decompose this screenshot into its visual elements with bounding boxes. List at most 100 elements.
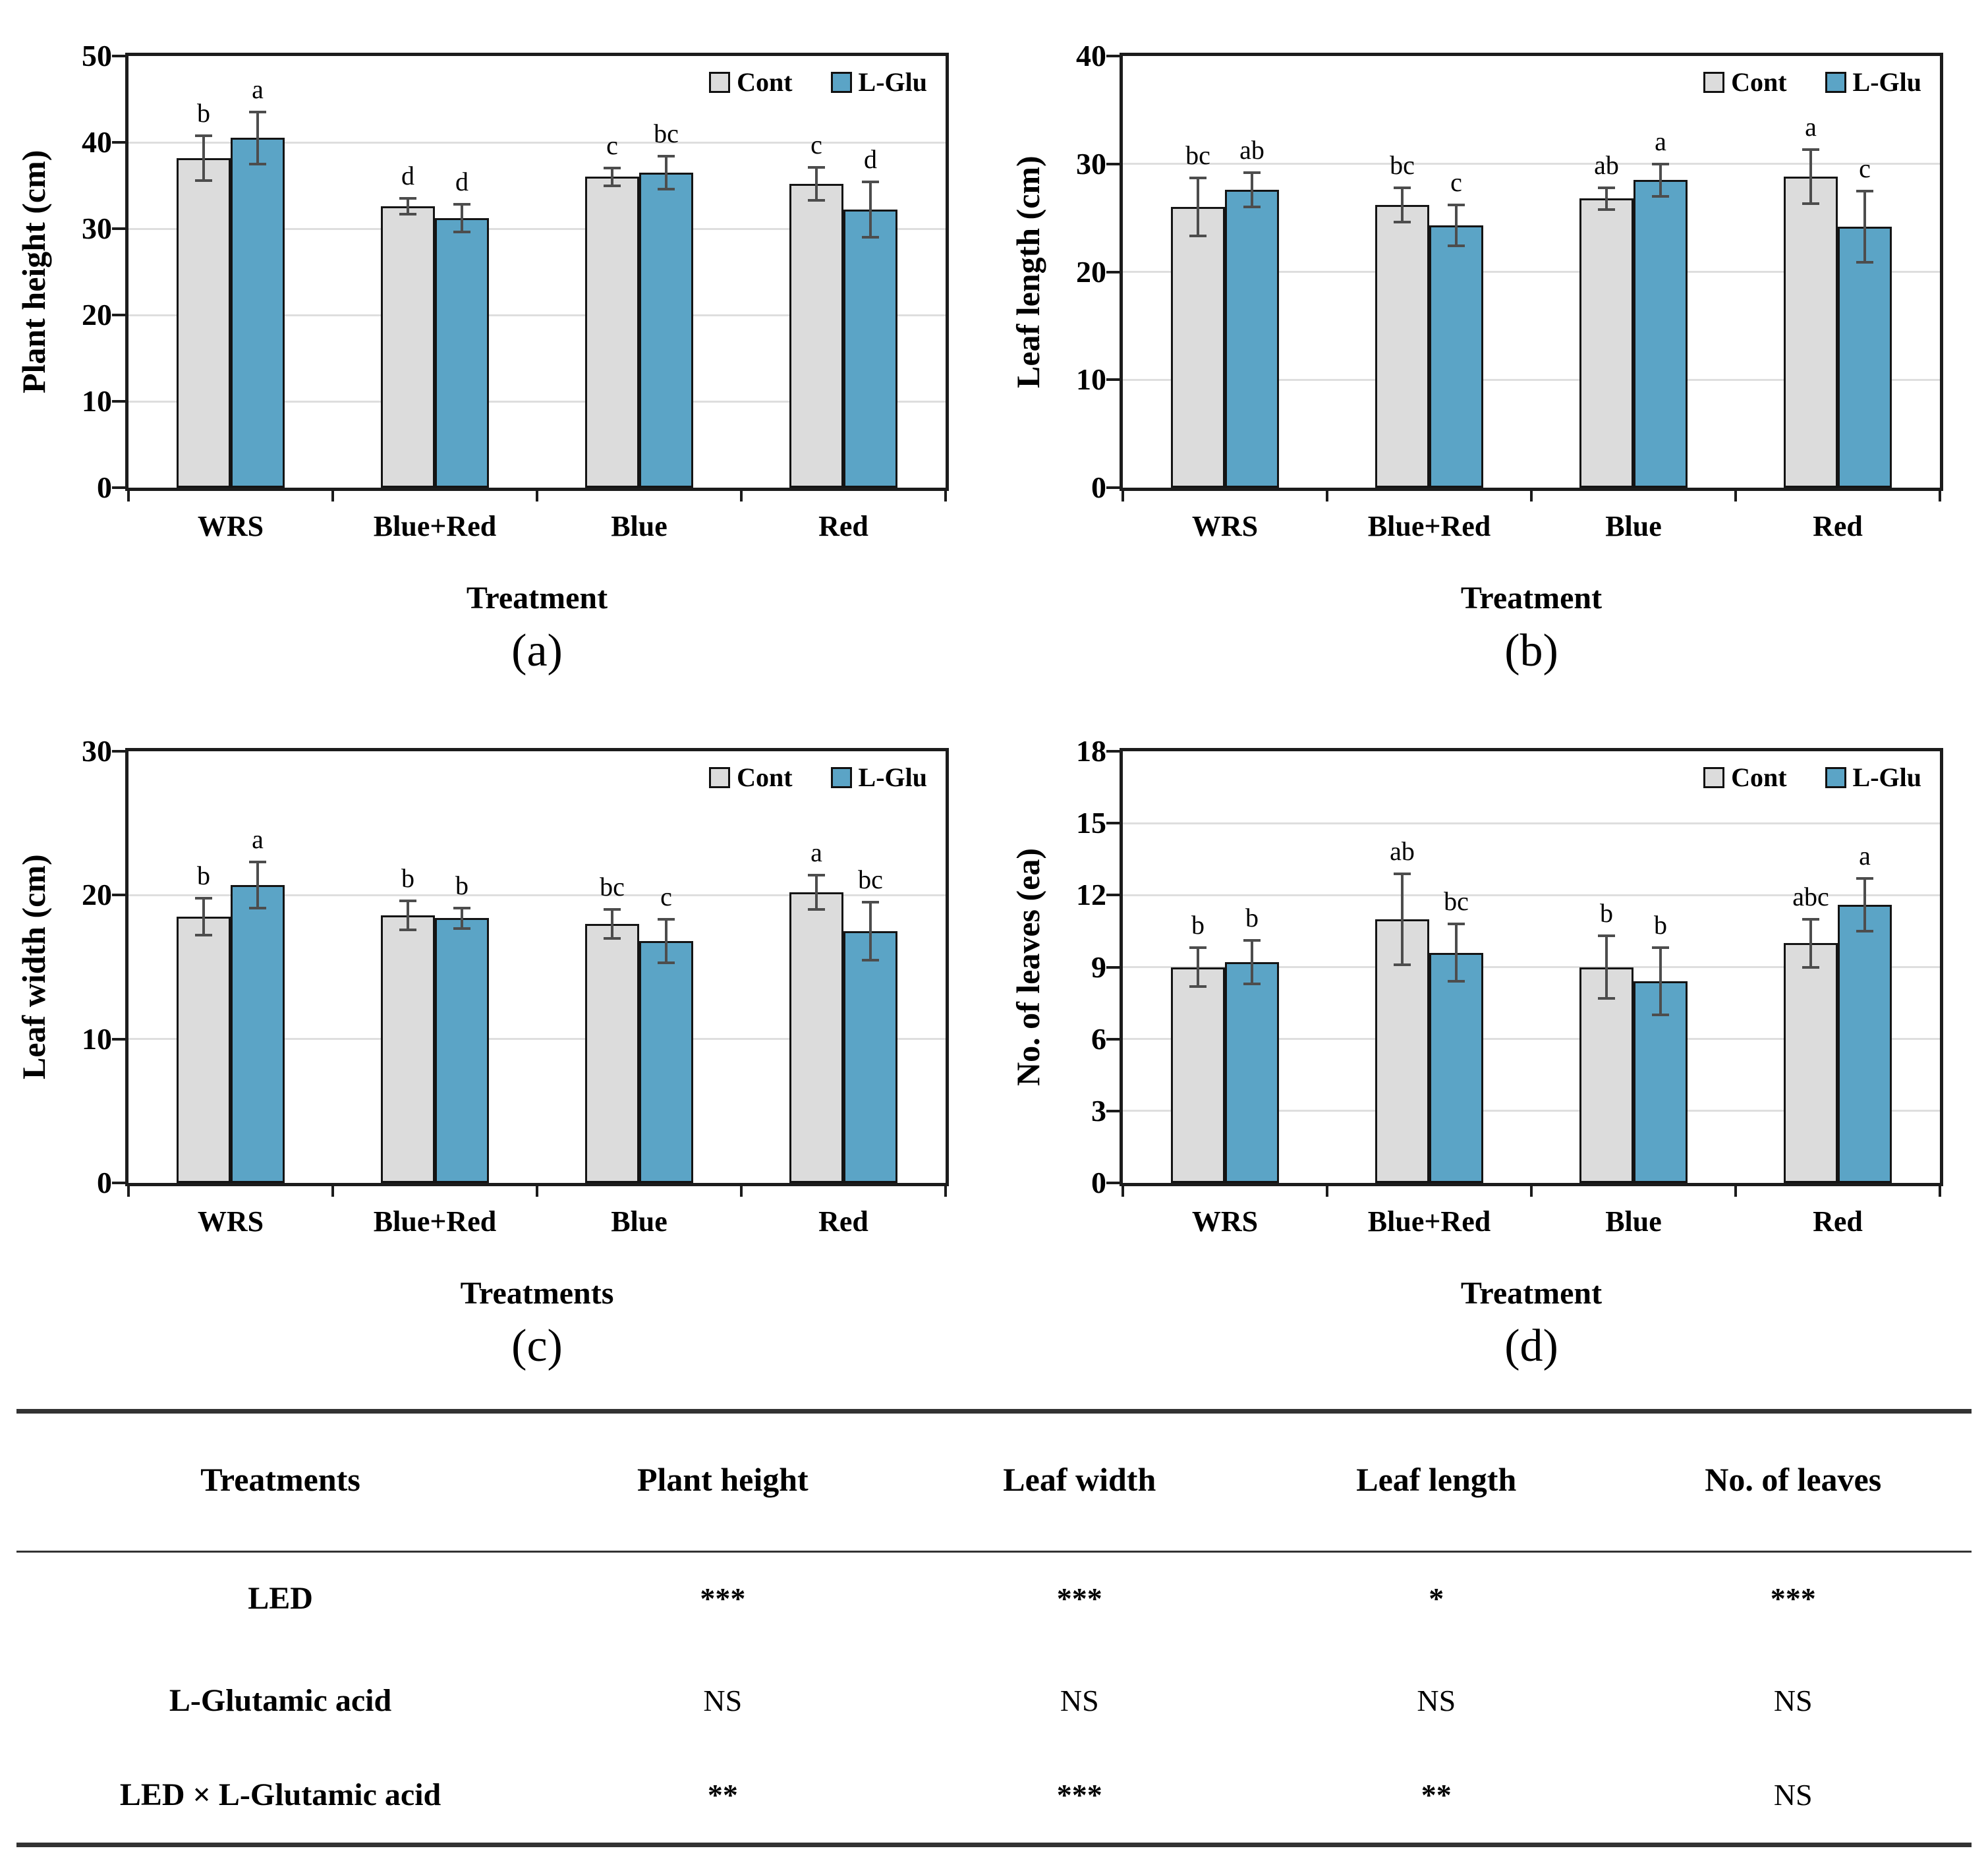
panel-leaf-length: Leaf length (cm) Cont L-Glu bc ab bc c ab a a c… [994, 0, 1988, 695]
error-bar-cap-top [1189, 946, 1207, 950]
legend: Cont L-Glu [1703, 762, 1921, 793]
error-bar [461, 204, 463, 233]
y-tick-label: 40 [82, 125, 112, 159]
error-bar-cap-bottom [1394, 963, 1411, 966]
lglu-swatch-icon [830, 766, 852, 788]
y-tick-mark [1106, 378, 1120, 382]
sig-letter: bc [1390, 150, 1415, 180]
error-bar [1455, 204, 1458, 246]
sig-letter: d [864, 144, 877, 175]
error-bar-cap-bottom [1598, 208, 1615, 211]
sig-letter: a [1859, 840, 1871, 871]
bar-l-glu-wrs [231, 138, 285, 488]
error-bar [1863, 190, 1866, 262]
sig-letter: b [401, 863, 414, 894]
bar-cont-red [1784, 943, 1838, 1183]
error-bar-cap-bottom [399, 928, 416, 931]
bar-cont-wrs [177, 917, 231, 1183]
table-row: L-Glutamic acid NS NS NS NS [16, 1677, 1972, 1723]
bar-l-glu-blue [639, 941, 693, 1183]
row-label: LED [248, 1580, 313, 1616]
error-bar-cap-top [1598, 934, 1615, 938]
legend-item-cont: Cont [709, 762, 793, 793]
error-bar-cap-bottom [1448, 244, 1465, 248]
y-tick-label: 20 [82, 298, 112, 331]
error-bar [1605, 187, 1608, 210]
y-tick-mark [112, 1037, 125, 1041]
x-axis-title: Treatment [1460, 581, 1603, 616]
table-header: Plant height [637, 1461, 809, 1498]
error-bar-cap-top [1652, 162, 1669, 165]
error-bar [1251, 172, 1253, 208]
error-bar-cap-bottom [1243, 206, 1261, 209]
lglu-swatch-icon [830, 71, 852, 93]
table-header: No. of leaves [1705, 1461, 1882, 1498]
x-tick-mark [127, 1186, 130, 1197]
error-bar-cap-bottom [1856, 929, 1873, 932]
error-bar-cap-top [658, 918, 675, 921]
error-bar-cap-bottom [658, 961, 675, 964]
error-bar-cap-bottom [808, 908, 825, 911]
error-bar [1863, 878, 1866, 931]
bar-l-glu-wrs [1225, 190, 1279, 488]
gridline [1123, 378, 1940, 381]
gridline [1123, 1110, 1940, 1112]
bar-cont-blue+red [381, 206, 435, 488]
y-tick-label: 6 [1091, 1021, 1106, 1056]
error-bar-cap-top [1802, 148, 1819, 152]
panel-plant-height: Plant height (cm) Cont L-Glu b a d d c bc c d T… [0, 0, 994, 695]
gridline [128, 141, 946, 144]
error-bar [869, 902, 872, 960]
y-tick-mark [112, 314, 125, 316]
sig-letter: d [455, 167, 469, 197]
sig-letter: b [197, 860, 210, 890]
y-tick-label: 0 [1091, 1166, 1106, 1199]
sig-letter: abc [1792, 881, 1829, 911]
table-top-rule [16, 1409, 1972, 1414]
y-tick-label: 10 [1076, 362, 1106, 397]
sig-value: *** [1056, 1581, 1102, 1615]
legend-label: L-Glu [1852, 67, 1921, 97]
error-bar-cap-bottom [808, 198, 825, 202]
table-header: Treatments [200, 1461, 360, 1498]
gridline [128, 400, 946, 403]
error-bar [256, 862, 259, 908]
gridline [128, 894, 946, 896]
legend-label: Cont [1731, 762, 1787, 792]
y-tick-label: 0 [97, 471, 112, 504]
error-bar-cap-top [862, 181, 879, 184]
error-bar-cap-top [1448, 923, 1465, 925]
cont-swatch-icon [1703, 766, 1725, 788]
bar-cont-blue+red [381, 915, 435, 1183]
y-tick-mark [112, 486, 125, 489]
bar-l-glu-red [1838, 904, 1892, 1183]
bar-cont-red [789, 892, 843, 1183]
x-tick-mark [1326, 1186, 1328, 1197]
error-bar [461, 908, 463, 929]
panel-caption: (c) [511, 1321, 563, 1371]
error-bar-cap-bottom [453, 231, 470, 234]
error-bar-cap-bottom [1448, 980, 1465, 983]
sig-letter: ab [1594, 150, 1619, 180]
error-bar [1809, 150, 1812, 204]
error-bar-cap-top [808, 166, 825, 169]
sig-letter: a [252, 74, 264, 105]
error-bar-cap-top [808, 873, 825, 876]
bar-l-glu-blue [1633, 180, 1688, 488]
sig-letter: c [660, 882, 672, 912]
error-bar [1809, 919, 1812, 967]
y-tick-label: 18 [1076, 734, 1106, 768]
x-tick-mark [536, 491, 538, 502]
category-label: WRS [1191, 1205, 1259, 1238]
error-bar [202, 898, 205, 936]
panel-caption: (b) [1504, 625, 1558, 676]
x-tick-mark [331, 491, 334, 502]
category-label: Blue [611, 1205, 667, 1238]
error-bar [1401, 187, 1404, 223]
gridline [1123, 966, 1940, 968]
sig-letter: b [455, 870, 469, 900]
error-bar-cap-top [249, 111, 266, 114]
category-label: Blue [1605, 1205, 1662, 1238]
row-label: LED × L-Glutamic acid [119, 1777, 441, 1812]
table-header: Leaf length [1356, 1461, 1517, 1498]
